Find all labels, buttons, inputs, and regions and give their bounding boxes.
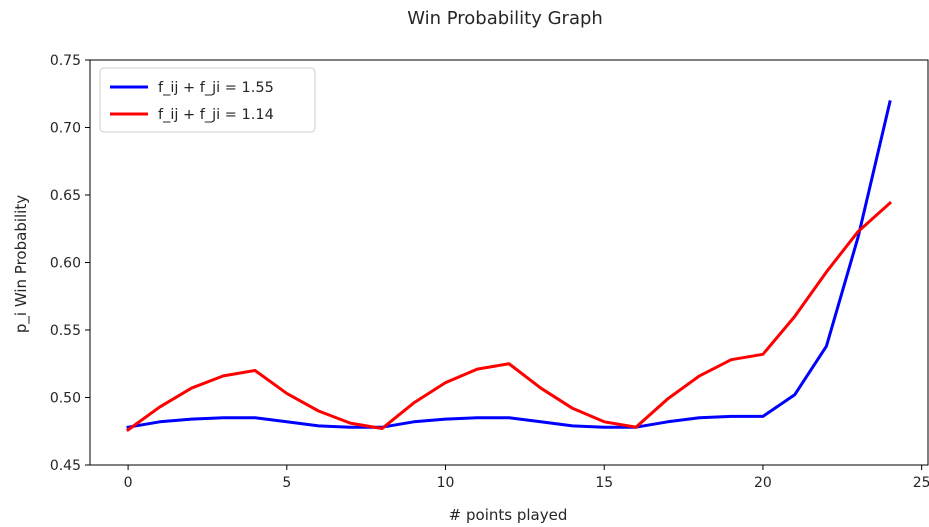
legend-label-1: f_ij + f_ji = 1.55 <box>158 80 274 96</box>
legend-label-2: f_ij + f_ji = 1.14 <box>158 107 274 123</box>
series-line-1 <box>126 100 892 429</box>
x-tick-label: 10 <box>437 475 455 491</box>
chart-title: Win Probability Graph <box>407 8 603 29</box>
axis-ticks: 0 5 10 15 20 25 0.45 0.50 0.55 0.60 0.65 0.70 0.75 <box>50 53 929 491</box>
y-tick-label: 0.65 <box>50 188 81 204</box>
series-line-2 <box>125 200 893 432</box>
x-tick-label: 15 <box>595 475 613 491</box>
x-axis-label: # points played <box>449 506 568 524</box>
legend-box <box>99 67 316 133</box>
x-tick-label: 5 <box>282 475 291 491</box>
y-tick-label: 0.50 <box>50 391 81 407</box>
y-tick-label: 0.75 <box>50 53 81 69</box>
y-tick-label: 0.55 <box>50 323 81 339</box>
y-axis-label: p_i Win Probability <box>12 195 31 333</box>
plot-area <box>125 100 893 432</box>
legend: f_ij + f_ji = 1.55 f_ij + f_ji = 1.14 <box>99 67 316 133</box>
x-tick-label: 0 <box>124 475 133 491</box>
x-tick-label: 20 <box>754 475 772 491</box>
y-tick-label: 0.45 <box>50 458 81 474</box>
y-tick-label: 0.60 <box>50 256 81 272</box>
x-tick-label: 25 <box>913 475 929 491</box>
y-tick-label: 0.70 <box>50 121 81 137</box>
